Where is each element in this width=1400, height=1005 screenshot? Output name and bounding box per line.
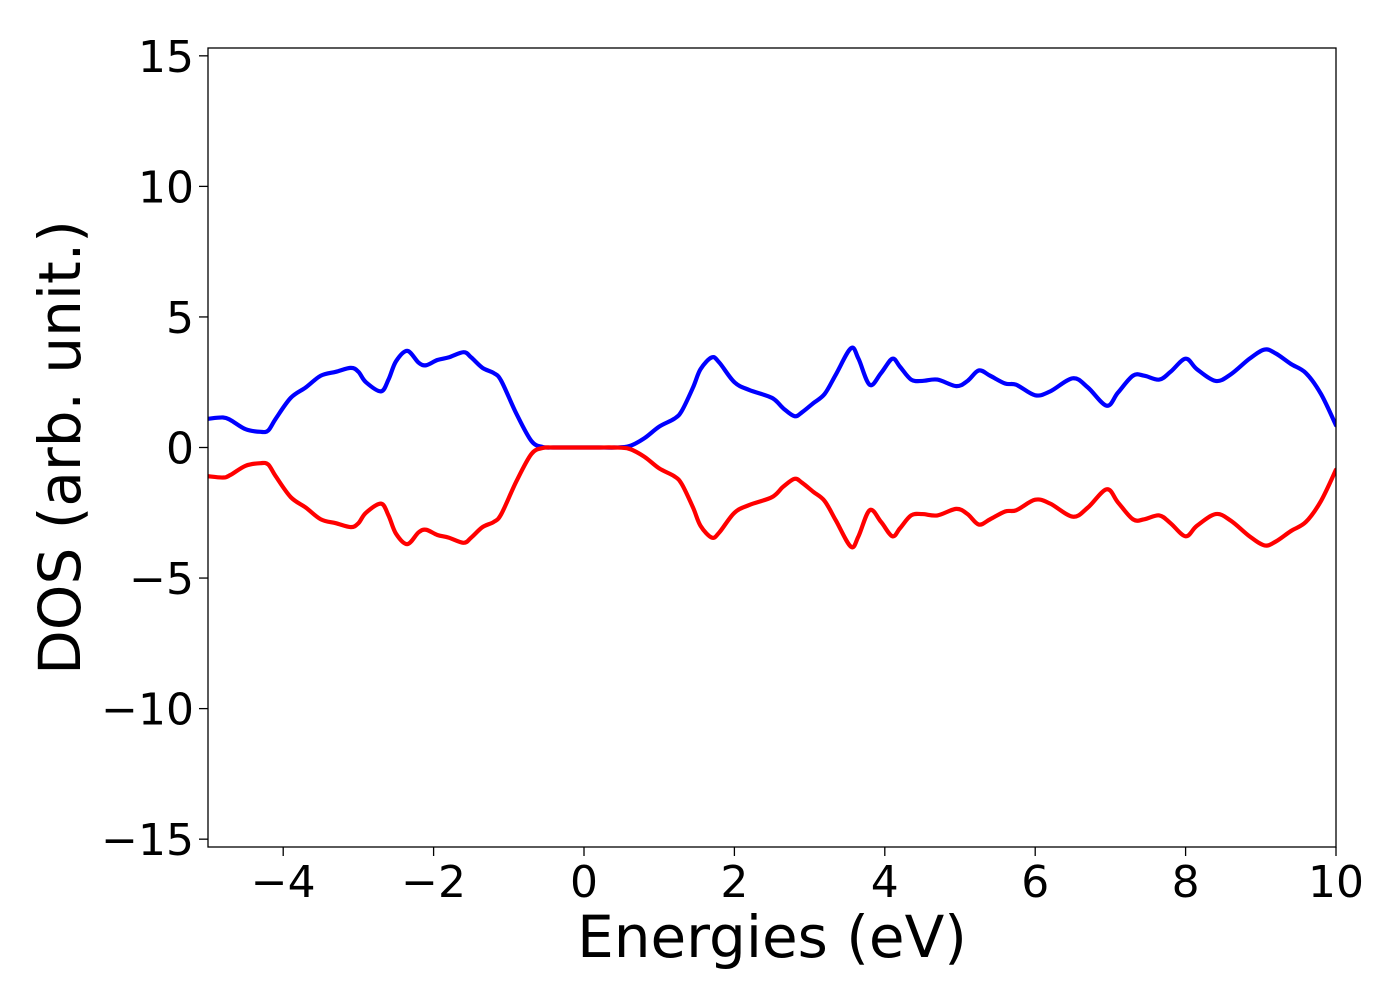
x-axis: −4 −2 0 2 4 6 8 10 [251, 847, 1364, 908]
x-axis-title: Energies (eV) [577, 903, 967, 971]
x-tick-label: −4 [251, 857, 316, 908]
y-tick-label: −5 [129, 554, 194, 605]
dos-up-line [208, 345, 1336, 450]
y-tick-label: −15 [101, 815, 194, 866]
x-tick-label: 2 [720, 857, 748, 908]
x-tick-label: 10 [1308, 857, 1364, 908]
y-tick-label: 5 [166, 293, 194, 344]
y-tick-label: 10 [138, 162, 194, 213]
x-tick-label: 4 [871, 857, 899, 908]
plot-frame [207, 47, 1337, 848]
y-tick-label: 15 [138, 32, 194, 83]
x-tick-label: 6 [1021, 857, 1049, 908]
x-tick-label: 0 [570, 857, 598, 908]
y-axis-title: DOS (arb. unit.) [26, 220, 94, 675]
x-tick-label: −2 [401, 857, 466, 908]
x-tick-label: 8 [1172, 857, 1200, 908]
series-layer [208, 345, 1336, 550]
dos-down-line [208, 445, 1336, 550]
y-tick-label: 0 [166, 424, 194, 475]
y-axis: 15 10 5 0 −5 −10 −15 [101, 32, 208, 866]
y-tick-label: −10 [101, 685, 194, 736]
